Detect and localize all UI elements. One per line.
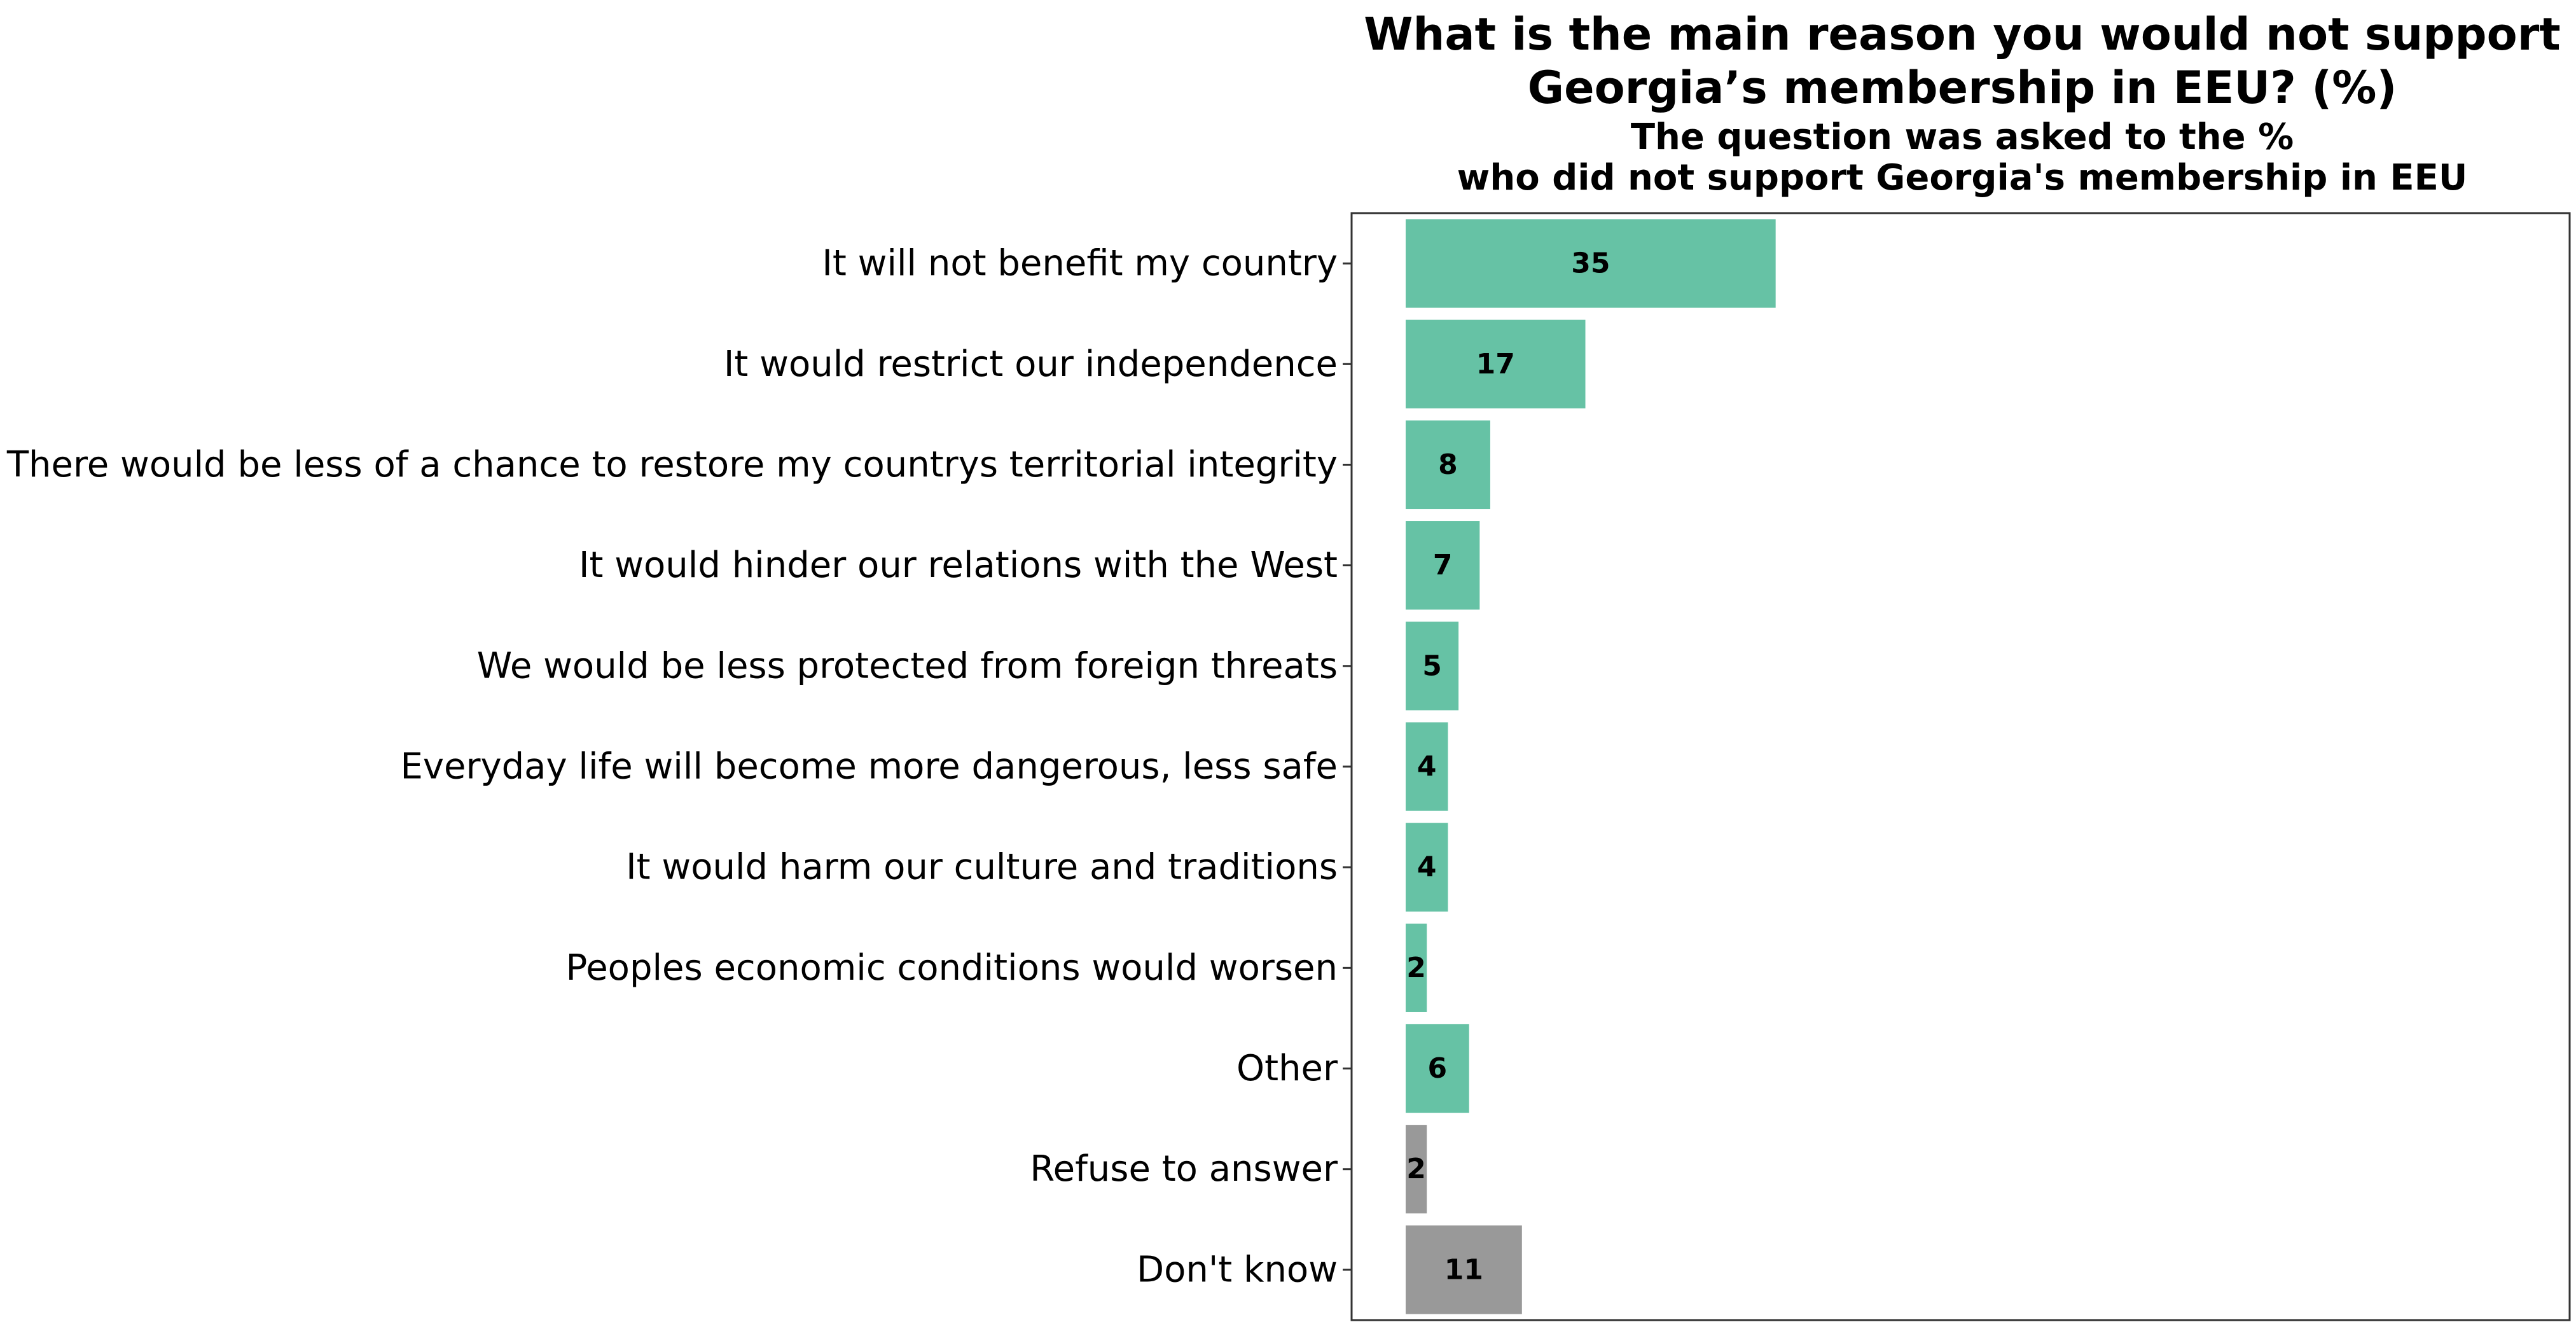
bar [1406, 521, 1480, 610]
bar [1406, 1024, 1469, 1113]
data-label: 11 [1444, 1253, 1483, 1286]
chart-title-block: What is the main reason you would not su… [1355, 8, 2570, 198]
bar [1406, 923, 1427, 1012]
data-label: 17 [1476, 348, 1515, 380]
y-tick-label: Everyday life will become more dangerous… [400, 746, 1338, 788]
data-label: 4 [1417, 851, 1437, 884]
data-label: 5 [1422, 650, 1442, 682]
y-tick-label: Other [1236, 1048, 1338, 1089]
bar [1406, 1225, 1522, 1314]
bar [1406, 420, 1490, 510]
y-tick-label: It would harm our culture and traditions [626, 847, 1338, 888]
data-label: 7 [1433, 549, 1453, 581]
y-tick-label: Refuse to answer [1030, 1148, 1338, 1190]
bar [1406, 622, 1459, 711]
data-label: 2 [1406, 1153, 1426, 1185]
y-tick-label: Peoples economic conditions would worsen [565, 947, 1338, 989]
data-label: 6 [1428, 1052, 1448, 1085]
chart-subtitle-block: The question was asked to the % who did … [1355, 117, 2570, 198]
bar [1406, 319, 1586, 408]
y-tick-label: It would hinder our relations with the W… [579, 545, 1338, 586]
chart-title-line-2: Georgia’s membership in EEU? (%) [1527, 62, 2397, 114]
y-tick-label: It will not benefit my country [822, 243, 1338, 284]
chart-subtitle-line-1: The question was asked to the % [1630, 116, 2294, 158]
bar [1406, 1125, 1427, 1214]
bar [1406, 823, 1448, 912]
bar [1406, 722, 1448, 811]
data-label: 8 [1438, 449, 1458, 481]
data-label: 4 [1417, 751, 1437, 783]
y-tick-label: Don't know [1137, 1249, 1338, 1290]
chart-title-line-1: What is the main reason you would not su… [1364, 8, 2561, 60]
chart-subtitle-line-2: who did not support Georgia's membership… [1457, 157, 2468, 198]
y-tick-label: We would be less protected from foreign … [477, 645, 1338, 686]
y-tick-label: It would restrict our independence [724, 344, 1338, 385]
data-label: 2 [1406, 952, 1426, 984]
data-label: 35 [1571, 247, 1610, 280]
y-tick-label: There would be less of a chance to resto… [6, 444, 1338, 485]
bar [1406, 219, 1776, 308]
